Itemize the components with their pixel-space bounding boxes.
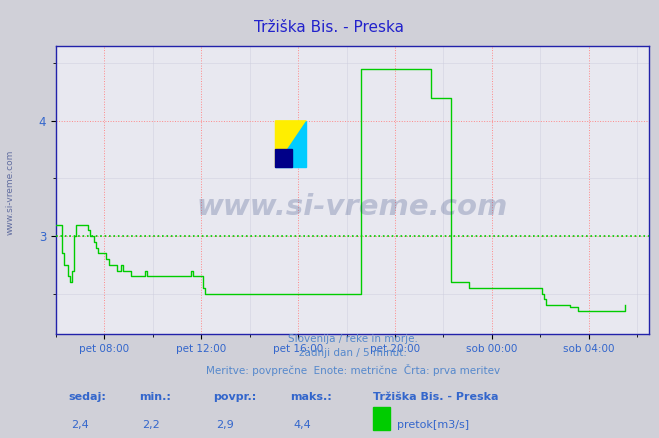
- Text: www.si-vreme.com: www.si-vreme.com: [197, 193, 508, 221]
- Text: povpr.:: povpr.:: [214, 392, 256, 402]
- Text: 2,2: 2,2: [142, 420, 159, 430]
- Text: 4,4: 4,4: [293, 420, 311, 430]
- Text: www.si-vreme.com: www.si-vreme.com: [5, 150, 14, 235]
- Text: min.:: min.:: [139, 392, 171, 402]
- Polygon shape: [275, 121, 306, 167]
- Polygon shape: [275, 121, 306, 167]
- Text: pretok[m3/s]: pretok[m3/s]: [397, 420, 469, 430]
- Text: Tržiška Bis. - Preska: Tržiška Bis. - Preska: [254, 20, 405, 35]
- Bar: [275, 149, 293, 167]
- Text: sedaj:: sedaj:: [68, 392, 105, 402]
- Text: 2,4: 2,4: [71, 420, 88, 430]
- Text: maks.:: maks.:: [291, 392, 332, 402]
- Text: 2,9: 2,9: [216, 420, 234, 430]
- Text: Slovenija / reke in morje.
zadnji dan / 5 minut.
Meritve: povprečne  Enote: metr: Slovenija / reke in morje. zadnji dan / …: [206, 334, 500, 376]
- Text: Tržiška Bis. - Preska: Tržiška Bis. - Preska: [373, 392, 499, 402]
- Bar: [373, 407, 390, 430]
